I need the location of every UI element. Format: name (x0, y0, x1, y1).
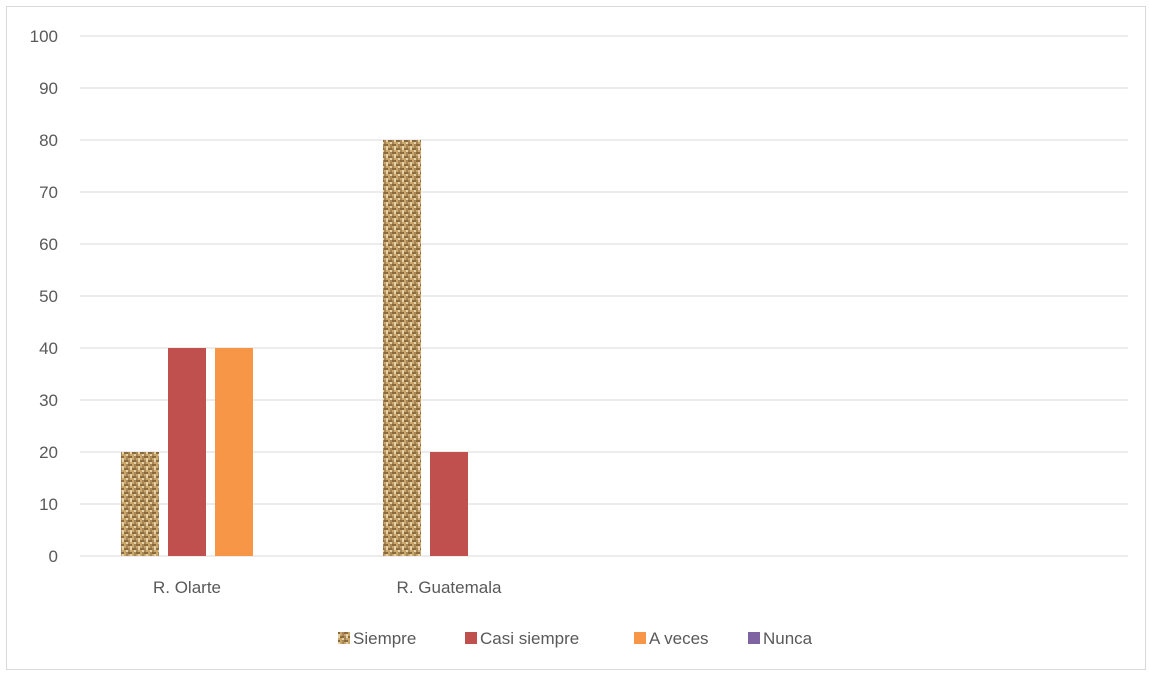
y-tick-label: 30 (39, 391, 58, 410)
legend-swatch-siempre (338, 632, 350, 644)
x-category-label: R. Olarte (153, 578, 221, 597)
y-tick-label: 0 (49, 547, 58, 566)
gridlines (80, 35, 1128, 557)
legend-swatch-casi-siempre (465, 632, 477, 644)
y-tick-label: 70 (39, 183, 58, 202)
x-category-label: R. Guatemala (397, 578, 502, 597)
chart-frame (6, 6, 1146, 670)
bar-a-veces-r-olarte (215, 348, 253, 556)
legend-label: Siempre (353, 629, 416, 648)
legend-label: A veces (649, 629, 709, 648)
legend-label: Nunca (763, 629, 813, 648)
y-tick-label: 80 (39, 131, 58, 150)
bar-casi-siempre-r-olarte (168, 348, 206, 556)
legend-label: Casi siempre (480, 629, 579, 648)
y-axis-tick-labels: 0 10 20 30 40 50 60 70 80 90 100 (30, 27, 58, 566)
y-tick-label: 60 (39, 235, 58, 254)
y-tick-label: 10 (39, 495, 58, 514)
y-tick-label: 40 (39, 339, 58, 358)
legend-swatch-a-veces (634, 632, 646, 644)
bar-siempre-r-guatemala (383, 140, 421, 556)
y-tick-label: 20 (39, 443, 58, 462)
y-tick-label: 90 (39, 79, 58, 98)
legend: Siempre Casi siempre A veces Nunca (338, 629, 813, 648)
bars (121, 140, 468, 556)
bar-siempre-r-olarte (121, 452, 159, 556)
legend-swatch-nunca (748, 632, 760, 644)
x-axis-category-labels: R. Olarte R. Guatemala (153, 578, 502, 597)
bar-casi-siempre-r-guatemala (430, 452, 468, 556)
y-tick-label: 50 (39, 287, 58, 306)
y-tick-label: 100 (30, 27, 58, 46)
